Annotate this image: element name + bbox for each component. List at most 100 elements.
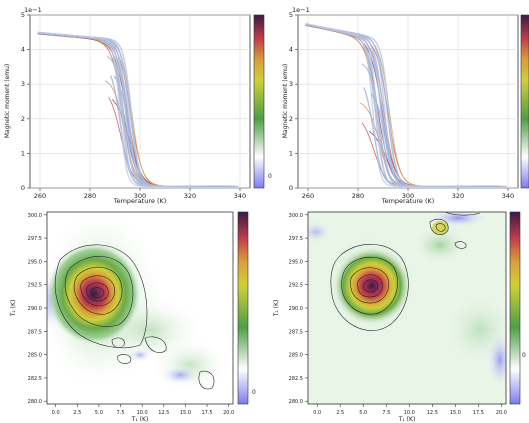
negative-region (486, 330, 506, 390)
contours (330, 212, 481, 331)
panel-bottom-right: 0.0 2.5 5.0 7.5 10.0 12.5 15.0 17.5 20.0 280.0 282… (273, 211, 526, 423)
x-tick-label: 10.0 (137, 410, 148, 416)
x-axis-label: Temperature (K) (381, 197, 435, 205)
y-axis-label: T₂ (K) (273, 300, 280, 318)
y-tick-label: 4 (21, 46, 25, 54)
x-tick-label: 5.0 (95, 410, 103, 416)
moment-curve (305, 22, 438, 187)
x-tick-label: 260 (34, 192, 46, 200)
x-tick-label: 17.5 (473, 410, 484, 416)
panel-top-right: 260 280 300 320 340 0 1 2 3 4 5 1e−1 Temperature (… (282, 6, 529, 205)
x-tick-label: 0.0 (52, 410, 60, 416)
y-tick-label: 280.0 (289, 399, 303, 405)
panel-top-left: 260 280 300 320 340 0 1 2 3 4 5 1e−1 Temperature (… (4, 6, 272, 205)
x-tick-label: 320 (452, 192, 464, 200)
y-scale-label: 1e−1 (24, 6, 42, 14)
axes: 0.0 2.5 5.0 7.5 10.0 12.5 15.0 17.5 20.0 280.0 282… (28, 213, 235, 416)
green-region (440, 290, 506, 370)
colorbar (253, 14, 265, 189)
green-region (150, 337, 230, 393)
x-tick-label: 5.0 (359, 410, 367, 416)
x-tick-label: 340 (234, 192, 246, 200)
y-tick-label: 5 (21, 11, 25, 19)
x-axis-label: T₁ (K) (398, 416, 416, 423)
y-tick-label: 297.5 (289, 236, 303, 242)
colorbar-tick-0: 0 (252, 389, 256, 396)
heatmap-field (47, 212, 230, 393)
x-tick-label: 12.5 (158, 410, 169, 416)
heatmap-field (308, 212, 506, 404)
y-axis-label: T₂ (K) (10, 300, 17, 318)
axes: 260 280 300 320 340 0 1 2 3 4 5 (289, 11, 514, 200)
x-tick-label: 300 (134, 192, 146, 200)
y-tick-label: 290.0 (28, 306, 42, 312)
y-tick-label: 285.0 (289, 353, 303, 359)
secondary-peak (432, 221, 448, 235)
y-tick-label: 2 (21, 115, 25, 123)
y-tick-label: 3 (289, 80, 293, 88)
curve-family (37, 31, 239, 187)
y-tick-label: 282.5 (28, 376, 42, 382)
negative-region (308, 220, 332, 244)
x-tick-label: 300 (402, 192, 414, 200)
y-tick-label: 290.0 (289, 306, 303, 312)
y-tick-label: 295.0 (289, 259, 303, 265)
y-tick-label: 1 (21, 149, 25, 157)
green-region (410, 223, 470, 267)
axes: 0.0 2.5 5.0 7.5 10.0 12.5 15.0 17.5 20.0 280.0 282… (289, 213, 507, 416)
colorbar (237, 211, 249, 405)
y-tick-label: 287.5 (28, 329, 42, 335)
gridlines (30, 14, 250, 189)
x-tick-label: 12.5 (427, 410, 438, 416)
x-tick-label: 2.5 (336, 410, 344, 416)
y-tick-label: 3 (21, 80, 25, 88)
y-tick-label: 295.0 (28, 259, 42, 265)
x-tick-label: 15.0 (180, 410, 191, 416)
y-tick-label: 0 (289, 184, 293, 192)
x-tick-label: 320 (184, 192, 196, 200)
y-axis-label: Magnetic moment (emu) (282, 64, 289, 139)
axes: 260 280 300 320 340 0 1 2 3 4 5 (21, 11, 246, 200)
x-tick-label: 280 (352, 192, 364, 200)
x-tick-label: 7.5 (117, 410, 125, 416)
y-tick-label: 5 (289, 11, 293, 19)
x-tick-label: 17.5 (201, 410, 212, 416)
peak-blob (332, 246, 412, 326)
y-tick-label: 287.5 (289, 329, 303, 335)
y-tick-label: 1 (289, 149, 293, 157)
y-tick-label: 2 (289, 115, 293, 123)
colorbar (509, 211, 521, 405)
negative-region (160, 365, 200, 385)
curve-family (305, 22, 507, 187)
x-tick-label: 15.0 (450, 410, 461, 416)
moment-curve (37, 31, 170, 187)
x-axis-label: Temperature (K) (113, 197, 167, 205)
y-tick-label: 282.5 (289, 376, 303, 382)
y-tick-label: 300.0 (28, 213, 42, 219)
gridlines (298, 14, 518, 189)
x-tick-label: 20.0 (496, 410, 507, 416)
panel-bottom-left: 0.0 2.5 5.0 7.5 10.0 12.5 15.0 17.5 20.0 280.0 282… (10, 211, 256, 423)
negative-region (128, 348, 152, 362)
contours (54, 244, 215, 390)
x-tick-label: 340 (502, 192, 514, 200)
x-tick-label: 10.0 (404, 410, 415, 416)
x-axis-label: T₁ (K) (131, 416, 149, 423)
y-tick-label: 0 (21, 184, 25, 192)
y-tick-label: 292.5 (28, 283, 42, 289)
x-tick-label: 7.5 (382, 410, 390, 416)
y-tick-label: 4 (289, 46, 293, 54)
y-tick-label: 280.0 (28, 399, 42, 405)
colorbar-tick-0: 0 (522, 352, 526, 359)
colorbar-tick-0: 0 (268, 173, 272, 180)
y-tick-label: 297.5 (28, 236, 42, 242)
x-tick-label: 260 (302, 192, 314, 200)
x-tick-label: 0.0 (313, 410, 321, 416)
y-axis-label: Magnetic moment (emu) (4, 64, 11, 139)
y-tick-label: 285.0 (28, 353, 42, 359)
x-tick-label: 280 (84, 192, 96, 200)
y-tick-label: 292.5 (289, 283, 303, 289)
x-tick-label: 20.0 (223, 410, 234, 416)
colorbar (520, 14, 529, 189)
